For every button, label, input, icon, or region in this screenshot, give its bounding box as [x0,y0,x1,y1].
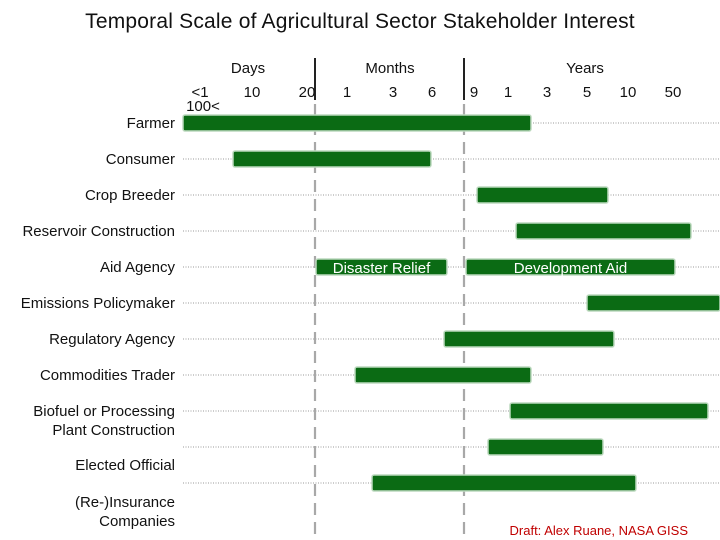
category-label: Biofuel or Processing [33,403,175,420]
category-label: Crop Breeder [85,187,175,204]
duration-bar [509,402,709,420]
bar-label: Disaster Relief [333,260,431,277]
category-labels: Farmer Consumer Crop Breeder Reservoir Cons… [21,115,176,530]
time-tick-label: 3 [543,84,551,101]
duration-bar [443,330,615,348]
time-tick-label: 100< [186,98,220,115]
category-label: Farmer [127,115,175,132]
time-tick-label: 5 [583,84,591,101]
category-label: Companies [99,513,175,530]
draft-credit: Draft: Alex Ruane, NASA GISS [509,523,688,538]
category-label: Emissions Policymaker [21,295,175,312]
duration-bar [515,222,692,240]
category-label: Reservoir Construction [22,223,175,240]
time-tick-label: 10 [244,84,261,101]
time-tick-label: 1 [504,84,512,101]
duration-bar [315,258,448,276]
duration-bar [371,474,637,492]
time-tick-label: 9 [470,84,478,101]
time-tick-label: 3 [389,84,397,101]
chart-title: Temporal Scale of Agricultural Sector St… [85,10,635,33]
time-tick-label: 6 [428,84,436,101]
duration-bar [182,114,532,132]
category-label: Regulatory Agency [49,331,175,348]
category-label: Elected Official [75,457,175,474]
bar-label: Development Aid [514,260,627,277]
bar-layer: Disaster Relief Development Aid [182,114,720,492]
category-label: Consumer [106,151,175,168]
category-label: Aid Agency [100,259,176,276]
category-label: Commodities Trader [40,367,175,384]
duration-bar [354,366,532,384]
time-group-label: Years [566,60,604,77]
time-group-label: Days [231,60,265,77]
time-tick-label: 1 [343,84,351,101]
duration-bar [476,186,609,204]
duration-bar [465,258,676,276]
time-group-label: Months [365,60,414,77]
category-label: Plant Construction [52,422,175,439]
duration-bar [232,150,432,168]
time-tick-label: <1 [191,84,208,101]
duration-bar [586,294,720,312]
time-tick-label: 10 [620,84,637,101]
time-tick-label: 50 [665,84,682,101]
duration-bar [487,438,604,456]
category-label: (Re-)Insurance [75,494,175,511]
time-tick-label: 20 [299,84,316,101]
